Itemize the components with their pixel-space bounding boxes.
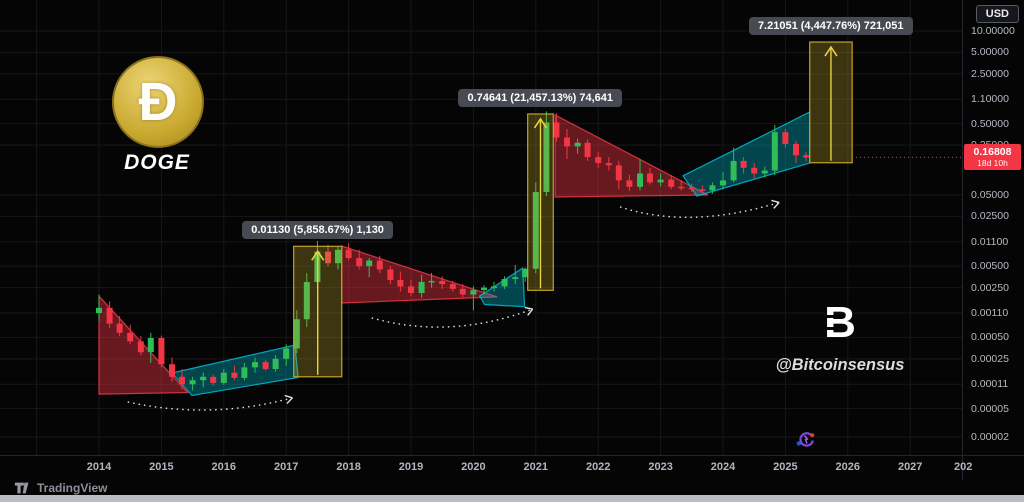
price-tick: 0.00500 xyxy=(971,260,1009,273)
price-tick: 0.00050 xyxy=(971,331,1009,344)
year-label: 2015 xyxy=(149,461,174,473)
tradingview-logo[interactable]: TradingView xyxy=(14,481,107,495)
measure-label-2017[interactable]: 0.01130 (5,858.67%) 1,130 xyxy=(242,221,393,240)
price-tick: 0.00011 xyxy=(971,378,1009,391)
doge-d-glyph: Đ xyxy=(138,72,178,132)
usd-currency-button[interactable]: USD xyxy=(975,5,1019,23)
price-tick: 0.02500 xyxy=(971,210,1009,223)
tradingview-label: TradingView xyxy=(37,481,108,495)
chart-canvas[interactable]: Đ DOGE 0.01130 (5,858.67%) 1,130 0.74641… xyxy=(0,0,962,455)
tradingview-logo-icon xyxy=(14,482,29,494)
price-tick: 0.00110 xyxy=(971,307,1009,319)
measurement-box[interactable] xyxy=(527,113,554,291)
price-tick: 0.50000 xyxy=(971,117,1009,130)
year-label: 2026 xyxy=(835,461,861,473)
price-tick: 0.00002 xyxy=(971,430,1009,443)
bitcoinsensus-logo-icon: B xyxy=(810,301,870,345)
price-tick: 5.00000 xyxy=(971,46,1009,59)
bitcoinsensus-handle-label: @Bitcoinsensus xyxy=(775,356,905,374)
candlestick-chart xyxy=(0,0,962,455)
time-axis-separator xyxy=(0,455,1024,456)
year-label: 2016 xyxy=(211,461,237,473)
year-label: 2023 xyxy=(648,461,673,473)
doge-coin-icon: Đ xyxy=(112,56,204,148)
price-tick: 10.00000 xyxy=(971,25,1015,37)
year-label: 2027 xyxy=(897,461,923,473)
time-axis[interactable]: 2014 2015 2016 2017 2018 2019 2020 2021 2022 2023… xyxy=(0,456,1024,480)
price-tick: 0.00250 xyxy=(971,281,1009,294)
event-marker-icon[interactable] xyxy=(796,430,816,450)
current-price-value: 0.16808 xyxy=(973,146,1012,159)
price-axis-separator xyxy=(962,0,963,480)
price-tick: 0.00005 xyxy=(971,402,1009,415)
measurement-box[interactable] xyxy=(809,41,853,164)
measure-label-2026[interactable]: 7.21051 (4,447.76%) 721,051 xyxy=(748,17,913,36)
price-tick: 0.01100 xyxy=(971,235,1009,248)
pattern-rising-channel-2016[interactable] xyxy=(170,344,299,397)
bar-close-countdown: 18d 10h xyxy=(977,158,1008,169)
year-label: 2020 xyxy=(461,461,486,473)
year-label: 2018 xyxy=(336,461,361,473)
measure-label-2021[interactable]: 0.74641 (21,457.13%) 74,641 xyxy=(458,88,623,107)
measurement-box[interactable] xyxy=(293,245,343,378)
watermark-letter: B xyxy=(824,298,856,347)
trend-arrow[interactable] xyxy=(619,201,780,219)
year-label: 2017 xyxy=(273,461,299,473)
logo-slit xyxy=(824,315,842,318)
pattern-rising-channel-2024[interactable] xyxy=(682,111,811,197)
current-price-label: 0.16808 18d 10h xyxy=(964,144,1021,171)
window-bottom-edge xyxy=(0,495,1024,502)
year-label: 2021 xyxy=(523,461,549,473)
year-label: 2024 xyxy=(710,461,736,473)
year-label: 2025 xyxy=(773,461,798,473)
pattern-falling-wedge-2021[interactable] xyxy=(554,114,709,198)
grid xyxy=(0,0,962,455)
trend-arrow[interactable] xyxy=(371,308,533,328)
price-tick: 2.50000 xyxy=(971,67,1009,80)
price-axis[interactable]: 10.000005.000002.500001.100000.500000.25… xyxy=(963,0,1024,480)
year-label: 2022 xyxy=(585,461,611,473)
price-tick: 0.05000 xyxy=(971,188,1009,201)
year-label: 202 xyxy=(954,461,973,473)
trend-arrow[interactable] xyxy=(127,397,293,411)
doge-symbol-label: DOGE xyxy=(124,151,190,174)
year-label: 2014 xyxy=(86,461,112,473)
year-label: 2019 xyxy=(398,461,424,473)
price-tick: 1.10000 xyxy=(971,93,1009,106)
price-tick: 0.00025 xyxy=(971,352,1009,365)
logo-slit xyxy=(824,327,842,330)
